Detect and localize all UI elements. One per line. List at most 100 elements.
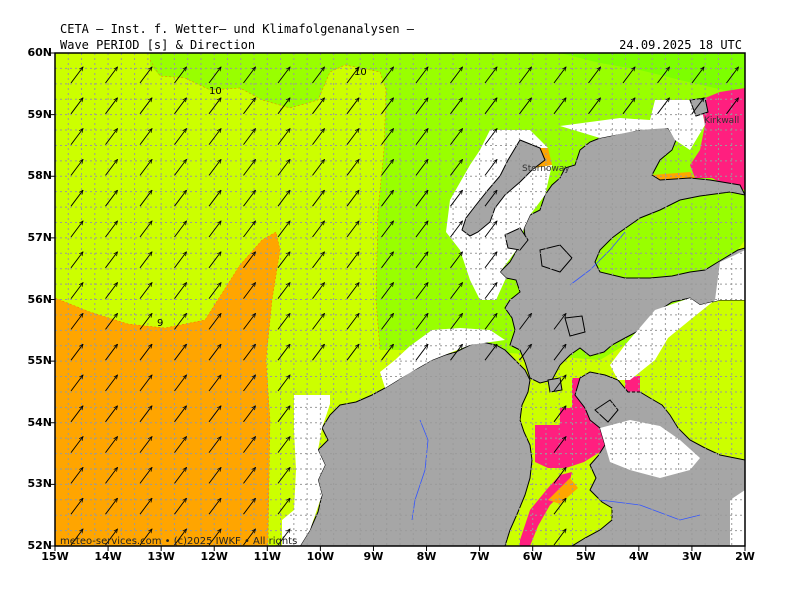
direction-arrow	[519, 67, 532, 84]
parameter-label: Wave PERIOD [s] & Direction	[60, 38, 256, 52]
direction-arrow	[139, 344, 152, 361]
direction-arrow	[139, 498, 152, 515]
direction-arrow	[105, 129, 118, 145]
direction-arrow	[312, 344, 325, 361]
direction-arrow	[450, 129, 463, 145]
direction-arrow	[174, 529, 187, 546]
direction-arrow	[553, 98, 566, 115]
direction-arrow	[691, 67, 704, 84]
direction-arrow	[243, 437, 256, 453]
direction-arrow	[553, 313, 566, 330]
direction-arrow	[243, 313, 256, 330]
direction-arrow	[553, 498, 566, 515]
direction-arrow	[139, 221, 152, 238]
direction-arrow	[243, 221, 256, 238]
latitude-label: 52N	[27, 539, 52, 552]
direction-arrow	[70, 252, 83, 269]
latitude-label: 56N	[27, 292, 52, 306]
direction-arrow	[174, 344, 187, 361]
direction-arrow	[588, 98, 601, 115]
direction-arrow	[105, 221, 118, 238]
longitude-label: 13W	[147, 550, 175, 563]
direction-arrow	[105, 283, 118, 299]
direction-arrow	[105, 98, 118, 115]
direction-arrow	[346, 344, 359, 361]
direction-arrow	[415, 252, 428, 269]
direction-arrow	[312, 221, 325, 238]
direction-arrow	[277, 375, 290, 392]
direction-arrow	[415, 98, 428, 115]
direction-arrow	[139, 159, 152, 176]
direction-arrow	[139, 67, 152, 84]
place-label-stornoway: Stornoway	[522, 164, 570, 174]
direction-arrow	[174, 252, 187, 269]
direction-arrow	[277, 252, 290, 269]
direction-arrow	[174, 159, 187, 176]
direction-arrow	[243, 252, 256, 269]
direction-arrow	[381, 98, 394, 115]
direction-arrow	[312, 190, 325, 207]
direction-arrow	[346, 129, 359, 145]
direction-arrow	[381, 313, 394, 330]
direction-arrow	[553, 437, 566, 453]
direction-arrow	[519, 344, 532, 361]
map-title: CETA — Inst. f. Wetter— und Klimafolgena…	[60, 22, 415, 36]
longitude-label: 10W	[306, 550, 335, 563]
direction-arrow	[139, 252, 152, 269]
direction-arrow	[277, 98, 290, 115]
direction-arrow	[174, 129, 187, 145]
direction-arrow	[70, 129, 83, 145]
direction-arrow	[657, 98, 670, 115]
place-label-kirkwall: Kirkwall	[704, 116, 739, 126]
direction-arrow	[70, 467, 83, 484]
direction-arrow	[105, 344, 118, 361]
direction-arrow	[622, 98, 635, 115]
direction-arrow	[312, 252, 325, 269]
direction-arrow	[726, 98, 739, 115]
direction-arrow	[70, 313, 83, 330]
direction-arrow	[174, 67, 187, 84]
direction-arrow	[381, 190, 394, 207]
direction-arrow	[484, 98, 497, 115]
direction-arrow	[484, 129, 497, 145]
direction-arrow	[553, 375, 566, 392]
contour-label: 9	[157, 318, 163, 329]
direction-arrow	[277, 190, 290, 207]
longitude-label: 9W	[363, 550, 384, 563]
direction-arrow	[450, 190, 463, 207]
direction-arrow	[691, 98, 704, 115]
direction-arrow	[70, 283, 83, 299]
direction-arrow	[139, 190, 152, 207]
direction-arrow	[346, 67, 359, 84]
direction-arrow	[277, 406, 290, 423]
direction-arrow	[277, 344, 290, 361]
direction-arrow	[208, 283, 221, 299]
direction-arrow	[105, 406, 118, 423]
direction-arrow	[450, 67, 463, 84]
direction-arrow	[139, 283, 152, 299]
contour-label: 10	[354, 67, 367, 78]
direction-arrow	[105, 375, 118, 392]
longitude-label: 11W	[253, 550, 282, 563]
contour-label: 10	[209, 86, 222, 97]
direction-arrow	[105, 498, 118, 515]
direction-arrow	[450, 221, 463, 238]
credit-text: meteo-services.com • (c)2025 IWKF • All …	[60, 536, 297, 547]
longitude-label: 7W	[469, 550, 490, 563]
direction-arrow	[243, 344, 256, 361]
latitude-label: 60N	[27, 46, 52, 59]
direction-arrow	[450, 313, 463, 330]
direction-arrow	[381, 252, 394, 269]
datetime-label: 24.09.2025 18 UTC	[619, 38, 742, 52]
direction-arrow	[312, 129, 325, 145]
direction-arrow	[70, 375, 83, 392]
direction-arrow	[105, 313, 118, 330]
direction-arrow	[105, 467, 118, 484]
direction-arrow	[381, 221, 394, 238]
direction-arrow	[208, 221, 221, 238]
direction-arrow	[139, 467, 152, 484]
direction-arrow	[105, 67, 118, 84]
direction-arrow	[484, 283, 497, 299]
latitude-label: 58N	[27, 169, 52, 183]
